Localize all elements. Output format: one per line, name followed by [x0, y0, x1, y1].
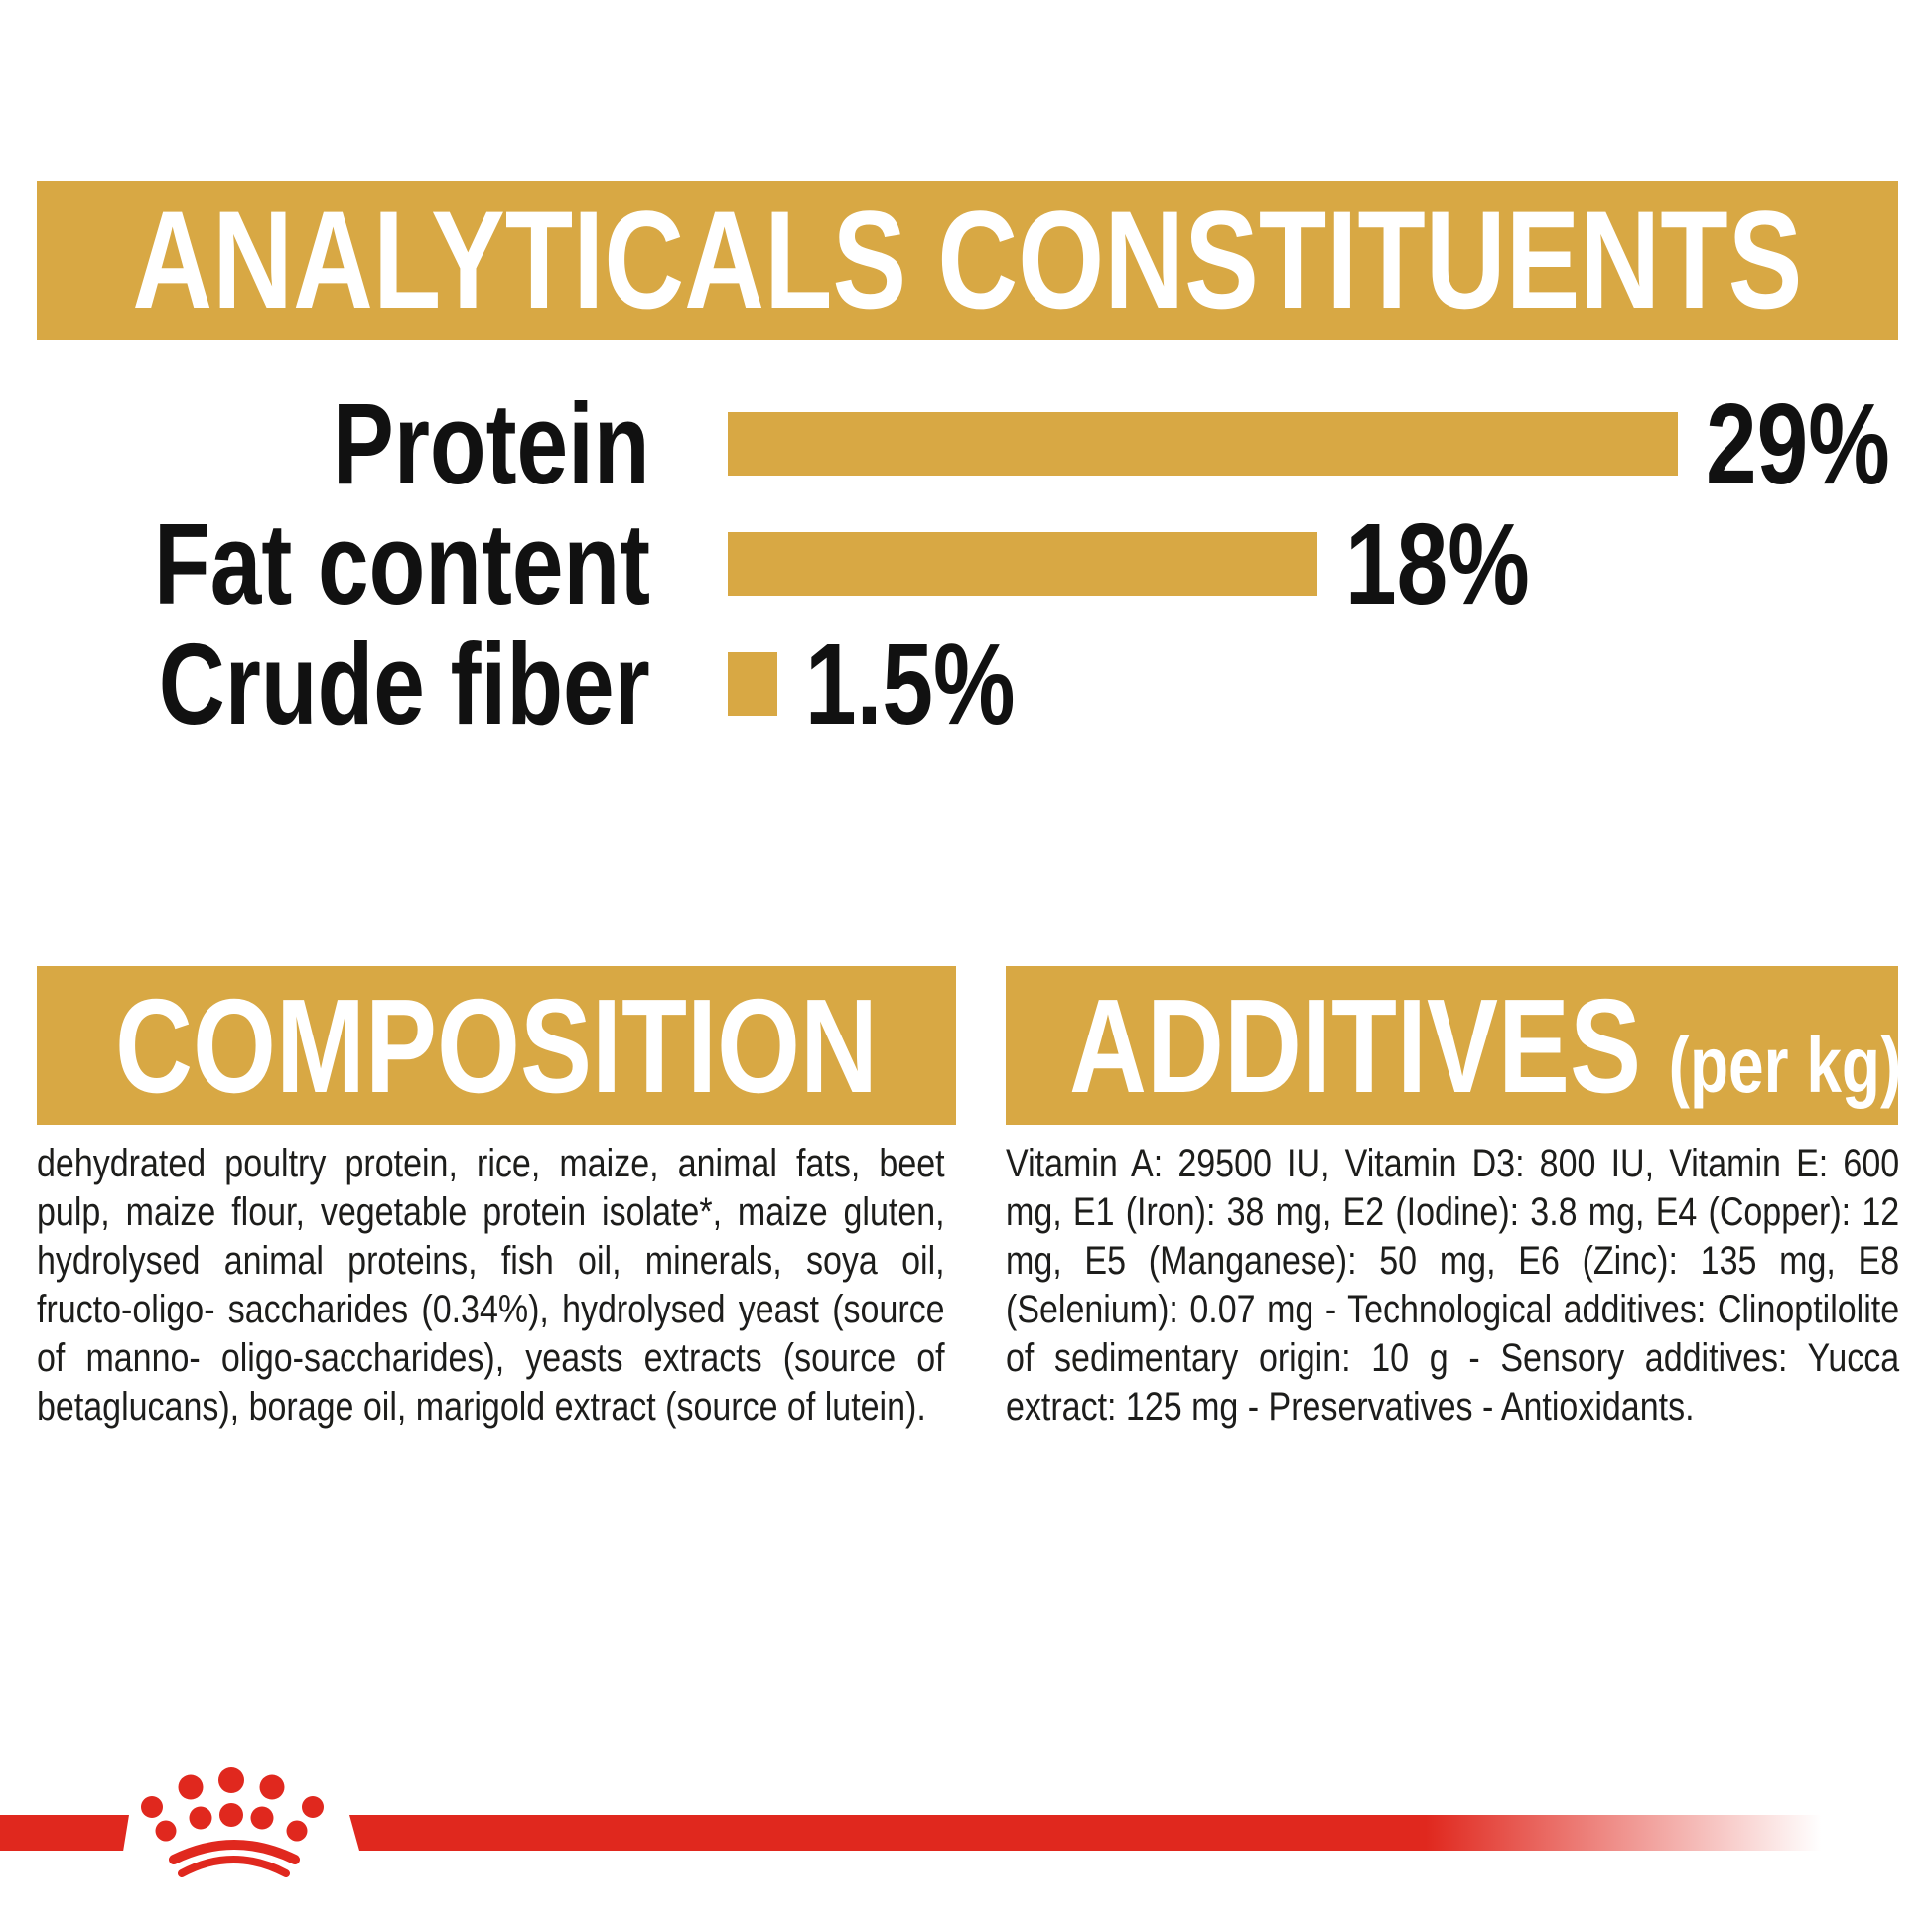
additives-title: ADDITIVES [1069, 970, 1642, 1121]
footer-red-stripe-right [349, 1815, 1932, 1851]
analytical-constituents-title: ANALYTICALS CONSTITUENTS [132, 182, 1803, 338]
crude-fiber-label: Crude fiber [159, 619, 650, 749]
composition-banner: COMPOSITION [37, 966, 956, 1125]
fat-content-bar [728, 531, 1317, 596]
footer-red-stripe-left [0, 1815, 129, 1851]
composition-body: dehydrated poultry protein, rice, maize,… [37, 1142, 945, 1429]
crude-fiber-value: 1.5% [804, 619, 1016, 749]
additives-body: Vitamin A: 29500 IU, Vitamin D3: 800 IU,… [1006, 1142, 1900, 1429]
analytical-constituents-banner: ANALYTICALS CONSTITUENTS [37, 181, 1898, 340]
protein-label: Protein [333, 378, 650, 508]
additives-banner: ADDITIVES (per kg) [1006, 966, 1901, 1125]
protein-bar [728, 411, 1678, 476]
analytical-constituents-chart: Protein 29% Fat content 18% Crude fiber … [0, 383, 1932, 744]
additives-unit-label: (per kg) [1668, 1020, 1902, 1109]
chart-row-protein: Protein 29% [0, 383, 1932, 503]
additives-title-group: ADDITIVES (per kg) [1069, 979, 1901, 1113]
crude-fiber-bar [728, 651, 777, 716]
composition-title: COMPOSITION [114, 970, 879, 1121]
royal-canin-crown-paw-icon [141, 1767, 324, 1877]
fat-content-value: 18% [1345, 498, 1530, 628]
chart-row-fat: Fat content 18% [0, 503, 1932, 623]
chart-row-fiber: Crude fiber 1.5% [0, 623, 1932, 744]
protein-value: 29% [1706, 378, 1890, 508]
fat-content-label: Fat content [153, 498, 650, 628]
